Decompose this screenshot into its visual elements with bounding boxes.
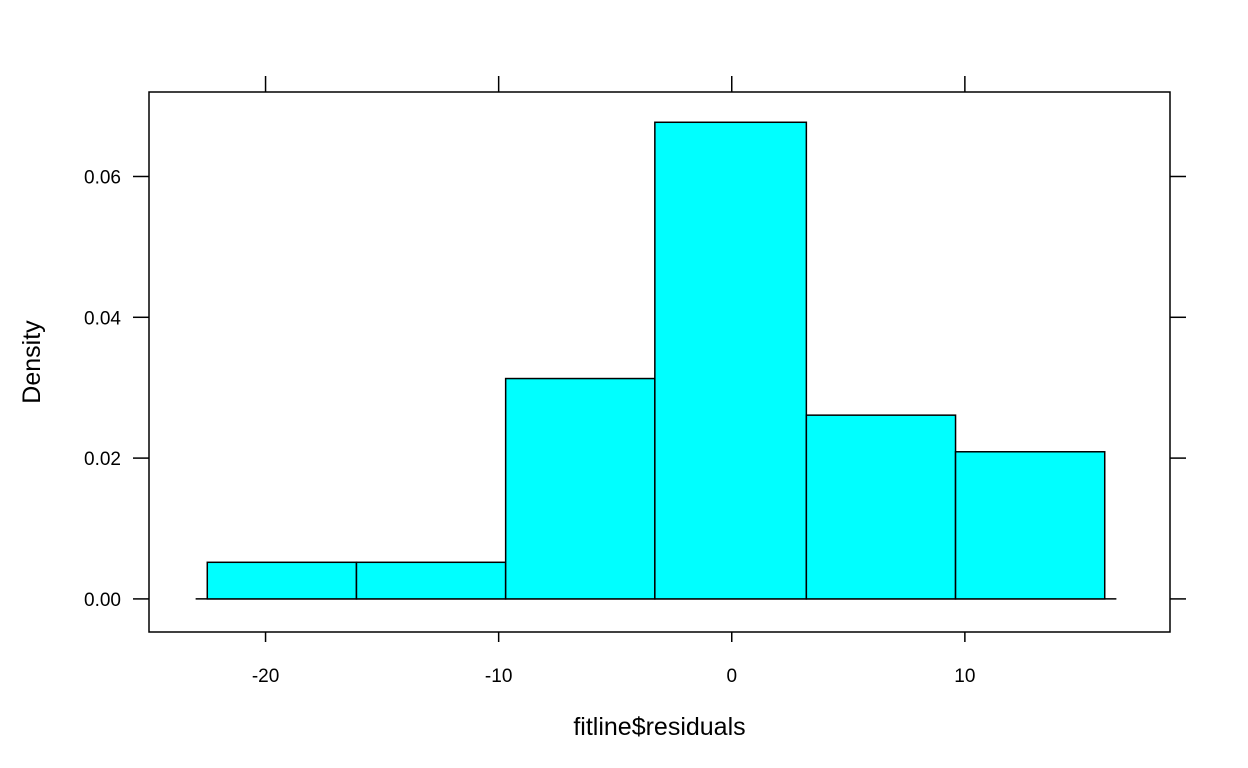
plot-frame [148,91,1171,633]
y-tick-label: 0.04 [84,308,121,329]
y-tick-label: 0.00 [84,590,121,611]
histogram-bar [206,561,358,600]
histogram-bar [355,561,507,600]
y-axis: 0.00 0.02 0.04 0.06 [84,167,1186,611]
x-tick-label: -10 [485,666,512,687]
histogram-bar [954,451,1106,600]
x-axis-title: fitline$residuals [573,713,745,741]
x-tick-label: 0 [726,666,737,687]
y-tick-label: 0.02 [84,449,121,470]
x-tick-label: -20 [252,666,279,687]
histogram-bar [654,121,808,600]
x-tick-label: 10 [954,666,975,687]
bars-layer [206,121,1106,600]
histogram-bar [805,414,957,600]
histogram-bar [504,377,656,600]
y-tick-label: 0.06 [84,167,121,188]
x-axis: -20 -10 0 10 [252,76,975,687]
y-axis-title: Density [18,320,46,404]
